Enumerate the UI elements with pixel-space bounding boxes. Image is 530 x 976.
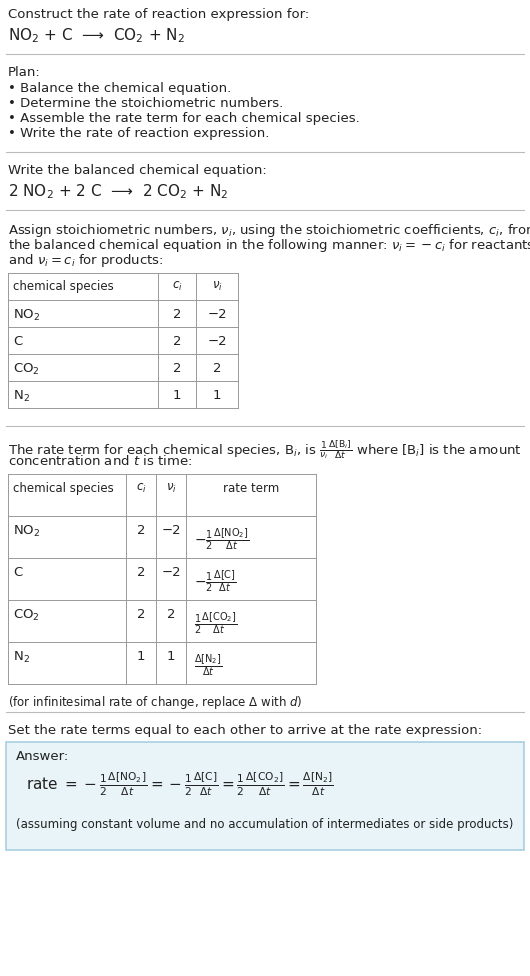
Text: −2: −2: [207, 308, 227, 321]
Text: $\nu_i$: $\nu_i$: [211, 280, 223, 293]
Text: −2: −2: [161, 566, 181, 579]
Text: CO$_2$: CO$_2$: [13, 362, 40, 377]
Text: −2: −2: [161, 524, 181, 537]
Text: Set the rate terms equal to each other to arrive at the rate expression:: Set the rate terms equal to each other t…: [8, 724, 482, 737]
Text: • Determine the stoichiometric numbers.: • Determine the stoichiometric numbers.: [8, 97, 283, 110]
Text: CO$_2$: CO$_2$: [13, 608, 40, 623]
Text: $\frac{1}{2}\frac{\Delta[\mathrm{CO_2}]}{\Delta t}$: $\frac{1}{2}\frac{\Delta[\mathrm{CO_2}]}…: [194, 610, 237, 635]
Text: $c_i$: $c_i$: [136, 482, 146, 495]
Text: rate $= -\frac{1}{2}\frac{\Delta[\mathrm{NO_2}]}{\Delta t} = -\frac{1}{2}\frac{\: rate $= -\frac{1}{2}\frac{\Delta[\mathrm…: [26, 770, 334, 797]
Text: (for infinitesimal rate of change, replace Δ with $d$): (for infinitesimal rate of change, repla…: [8, 694, 303, 711]
Text: NO$_2$ + C  ⟶  CO$_2$ + N$_2$: NO$_2$ + C ⟶ CO$_2$ + N$_2$: [8, 26, 185, 45]
Text: 2: 2: [173, 308, 181, 321]
Text: 1: 1: [137, 650, 145, 663]
Text: NO$_2$: NO$_2$: [13, 524, 40, 539]
Text: rate term: rate term: [223, 482, 279, 495]
Text: chemical species: chemical species: [13, 280, 114, 293]
Text: 2: 2: [173, 362, 181, 375]
Text: • Balance the chemical equation.: • Balance the chemical equation.: [8, 82, 231, 95]
Text: Construct the rate of reaction expression for:: Construct the rate of reaction expressio…: [8, 8, 309, 21]
Text: 2: 2: [137, 608, 145, 621]
Text: 2: 2: [173, 335, 181, 348]
Text: $\frac{\Delta[\mathrm{N_2}]}{\Delta t}$: $\frac{\Delta[\mathrm{N_2}]}{\Delta t}$: [194, 652, 222, 677]
Text: concentration and $t$ is time:: concentration and $t$ is time:: [8, 454, 192, 468]
Text: 2 NO$_2$ + 2 C  ⟶  2 CO$_2$ + N$_2$: 2 NO$_2$ + 2 C ⟶ 2 CO$_2$ + N$_2$: [8, 182, 228, 201]
Text: • Write the rate of reaction expression.: • Write the rate of reaction expression.: [8, 127, 269, 140]
Text: C: C: [13, 566, 22, 579]
Text: 2: 2: [137, 524, 145, 537]
Text: and $\nu_i = c_i$ for products:: and $\nu_i = c_i$ for products:: [8, 252, 164, 269]
Text: 2: 2: [167, 608, 175, 621]
Text: $\nu_i$: $\nu_i$: [165, 482, 176, 495]
Text: −2: −2: [207, 335, 227, 348]
Text: 1: 1: [213, 389, 221, 402]
Text: C: C: [13, 335, 22, 348]
Text: Answer:: Answer:: [16, 750, 69, 763]
Text: 2: 2: [137, 566, 145, 579]
Text: $-\frac{1}{2}\frac{\Delta[\mathrm{NO_2}]}{\Delta t}$: $-\frac{1}{2}\frac{\Delta[\mathrm{NO_2}]…: [194, 526, 250, 551]
Text: the balanced chemical equation in the following manner: $\nu_i = -c_i$ for react: the balanced chemical equation in the fo…: [8, 237, 530, 254]
Text: Write the balanced chemical equation:: Write the balanced chemical equation:: [8, 164, 267, 177]
Text: Assign stoichiometric numbers, $\nu_i$, using the stoichiometric coefficients, $: Assign stoichiometric numbers, $\nu_i$, …: [8, 222, 530, 239]
Text: N$_2$: N$_2$: [13, 389, 30, 404]
Text: NO$_2$: NO$_2$: [13, 308, 40, 323]
Text: N$_2$: N$_2$: [13, 650, 30, 665]
Text: (assuming constant volume and no accumulation of intermediates or side products): (assuming constant volume and no accumul…: [16, 818, 514, 831]
Text: The rate term for each chemical species, B$_i$, is $\frac{1}{\nu_i}\frac{\Delta[: The rate term for each chemical species,…: [8, 438, 522, 461]
Text: Plan:: Plan:: [8, 66, 41, 79]
Text: 1: 1: [173, 389, 181, 402]
Text: $-\frac{1}{2}\frac{\Delta[\mathrm{C}]}{\Delta t}$: $-\frac{1}{2}\frac{\Delta[\mathrm{C}]}{\…: [194, 568, 236, 593]
Text: • Assemble the rate term for each chemical species.: • Assemble the rate term for each chemic…: [8, 112, 360, 125]
Text: $c_i$: $c_i$: [172, 280, 182, 293]
FancyBboxPatch shape: [6, 742, 524, 850]
Text: 2: 2: [213, 362, 221, 375]
Text: chemical species: chemical species: [13, 482, 114, 495]
Text: 1: 1: [167, 650, 175, 663]
